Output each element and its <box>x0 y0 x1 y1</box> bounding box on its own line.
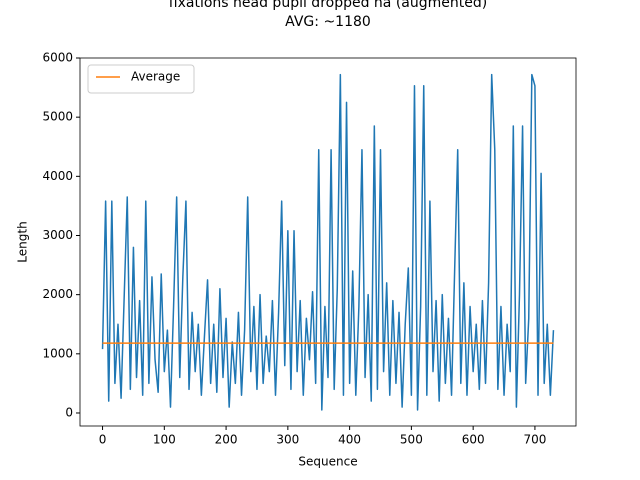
y-tick-label: 1000 <box>42 346 73 360</box>
x-tick-label: 600 <box>462 433 485 447</box>
x-tick-label: 100 <box>153 433 176 447</box>
chart-subtitle: AVG: ~1180 <box>285 14 371 30</box>
x-tick-label: 700 <box>523 433 546 447</box>
y-tick-label: 5000 <box>42 110 73 124</box>
y-tick-label: 0 <box>65 405 73 419</box>
y-tick-label: 2000 <box>42 287 73 301</box>
x-axis-label: Sequence <box>298 455 357 469</box>
legend-label: Average <box>131 70 180 84</box>
y-tick-label: 6000 <box>42 51 73 65</box>
series-line <box>101 73 555 411</box>
plot-frame <box>79 57 577 427</box>
x-tick-label: 300 <box>276 433 299 447</box>
x-tick-label: 400 <box>338 433 361 447</box>
y-axis-label: Length <box>16 221 30 262</box>
x-tick-label: 500 <box>400 433 423 447</box>
x-tick-label: 200 <box>215 433 238 447</box>
y-tick-label: 3000 <box>42 228 73 242</box>
chart-title: fixations head pupil dropped na (augment… <box>169 0 487 11</box>
y-tick-label: 4000 <box>42 169 73 183</box>
legend-box <box>87 64 195 94</box>
x-tick-label: 0 <box>99 433 107 447</box>
